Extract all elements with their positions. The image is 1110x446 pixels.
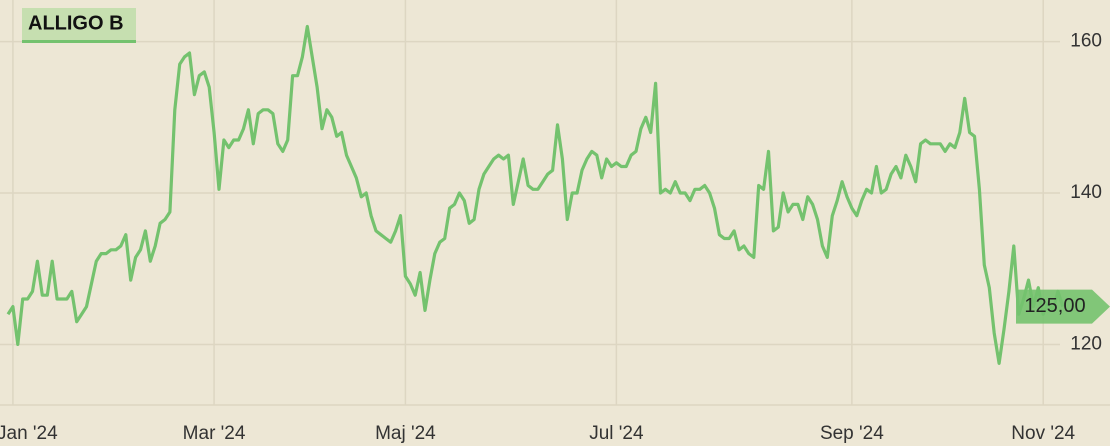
x-tick-label: Jan '24: [0, 423, 58, 444]
x-tick-label: Sep '24: [820, 423, 884, 444]
title-underline: [22, 40, 136, 43]
title-box: [22, 8, 136, 42]
last-price-label: 125,00: [1024, 295, 1085, 317]
y-tick-label: 160: [1070, 31, 1102, 52]
x-tick-label: Maj '24: [375, 423, 436, 444]
x-tick-label: Mar '24: [183, 423, 246, 444]
chart-title: ALLIGO B: [28, 12, 124, 34]
last-price-tag: [1016, 289, 1110, 324]
x-tick-label: Nov '24: [1011, 423, 1075, 444]
y-tick-label: 120: [1070, 333, 1102, 354]
y-tick-label: 140: [1070, 182, 1102, 203]
x-tick-label: Jul '24: [589, 423, 644, 444]
price-line: [6, 24, 1065, 365]
